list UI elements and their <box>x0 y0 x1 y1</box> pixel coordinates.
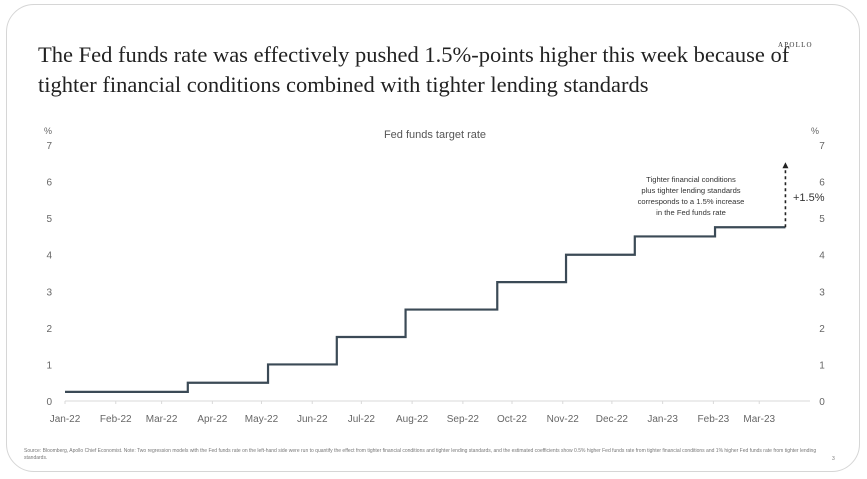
x-tick-label: Jan-22 <box>50 414 81 425</box>
x-tick-label: Apr-22 <box>197 414 227 425</box>
annotation-text-line: Tighter financial conditions <box>646 175 736 184</box>
y-tick-label-right: 6 <box>819 178 825 189</box>
page-number: 3 <box>832 456 835 462</box>
annotation-text-line: corresponds to a 1.5% increase <box>638 197 745 206</box>
y-tick-label-left: 3 <box>46 287 52 298</box>
apollo-logo: APOLLO <box>778 41 813 49</box>
x-tick-label: Nov-22 <box>547 414 580 425</box>
y-tick-label-right: 0 <box>819 397 825 408</box>
y-tick-label-right: 1 <box>819 360 825 371</box>
x-tick-label: Aug-22 <box>396 414 429 425</box>
chart-title: Fed funds target rate <box>384 129 486 141</box>
x-tick-label: Jul-22 <box>348 414 376 425</box>
y-tick-label-left: 7 <box>46 141 52 152</box>
arrow-head-icon <box>782 162 789 169</box>
y-tick-label-right: 2 <box>819 324 825 335</box>
x-tick-label: May-22 <box>245 414 279 425</box>
x-tick-label: Feb-22 <box>100 414 132 425</box>
fed-funds-step-line <box>65 226 786 393</box>
y-axis-label-left: % <box>44 126 52 136</box>
x-tick-label: Jun-22 <box>297 414 328 425</box>
page-title: The Fed funds rate was effectively pushe… <box>38 42 790 97</box>
annotation-text-line: in the Fed funds rate <box>656 208 726 217</box>
x-tick-label: Feb-23 <box>698 414 730 425</box>
y-tick-label-left: 1 <box>46 360 52 371</box>
y-tick-label-left: 5 <box>46 214 52 225</box>
source-note: Source: Bloomberg, Apollo Chief Economis… <box>24 448 817 461</box>
x-tick-label: Mar-22 <box>146 414 178 425</box>
y-tick-label-right: 4 <box>819 251 825 262</box>
annotation-label: +1.5% <box>793 192 825 204</box>
y-axis-label-right: % <box>811 126 819 136</box>
y-tick-label-left: 2 <box>46 324 52 335</box>
y-tick-label-right: 5 <box>819 214 825 225</box>
y-tick-label-left: 0 <box>46 397 52 408</box>
y-tick-label-right: 3 <box>819 287 825 298</box>
x-tick-label: Jan-23 <box>647 414 678 425</box>
x-tick-label: Dec-22 <box>596 414 629 425</box>
y-tick-label-right: 7 <box>819 141 825 152</box>
annotation-text-line: plus tighter lending standards <box>641 186 740 195</box>
y-tick-label-left: 4 <box>46 251 52 262</box>
x-tick-label: Mar-23 <box>743 414 775 425</box>
y-tick-label-left: 6 <box>46 178 52 189</box>
x-tick-label: Sep-22 <box>447 414 480 425</box>
x-tick-label: Oct-22 <box>497 414 527 425</box>
chart-card <box>6 4 860 472</box>
